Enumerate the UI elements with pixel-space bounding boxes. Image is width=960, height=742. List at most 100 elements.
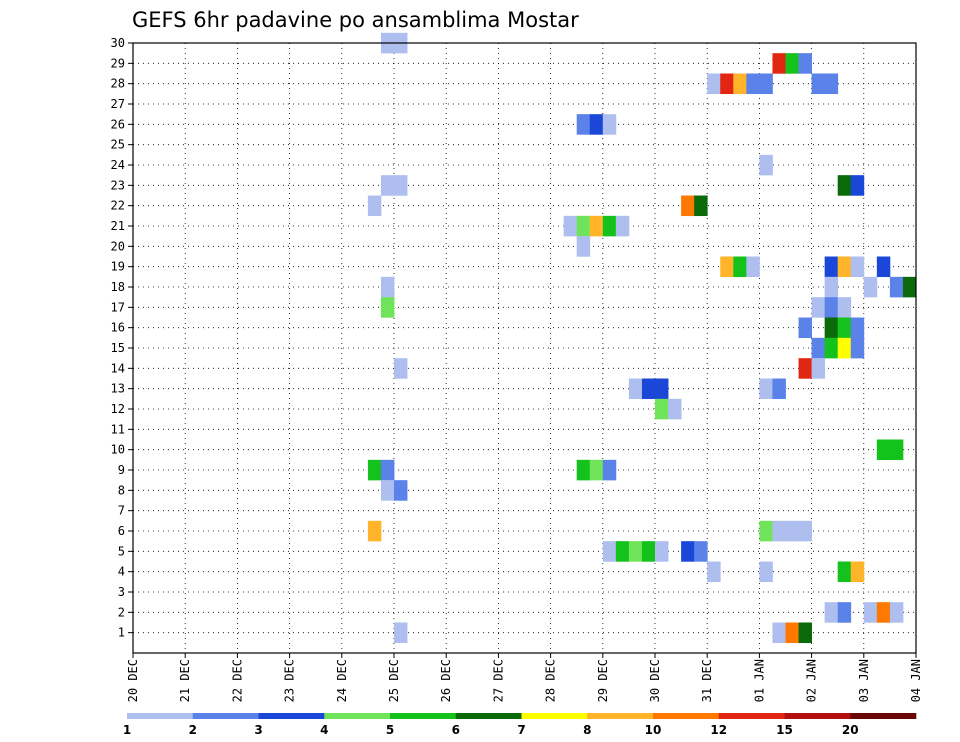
precip-cell [876,439,891,461]
precip-cell [811,358,826,379]
precip-cell [628,378,643,400]
precip-cell [733,256,747,278]
colorbar: 1 2 3 4 5 6 7 8 10 12 15 20 [123,713,917,737]
precip-cell [811,337,826,359]
x-tick-label: 02 JAN [805,659,819,702]
x-tick-label: 27 DEC [491,659,505,702]
precip-cell [707,561,721,583]
precip-cell [380,297,395,318]
precip-cell [380,480,395,501]
precip-cell [811,297,826,318]
precip-cell [563,215,578,237]
colorbar-label: 2 [189,723,197,737]
precip-cell [380,276,395,298]
precip-cell [863,602,878,623]
colorbar-swatch [258,713,325,719]
precip-cell [863,276,878,298]
precip-cell [615,215,630,237]
y-tick-label: 16 [111,321,125,335]
precip-cell [759,154,773,176]
precip-cell [759,378,773,400]
precip-cell [759,561,773,583]
colorbar-label: 7 [517,723,525,737]
precip-cell [785,520,799,542]
x-tick-label: 01 JAN [752,659,766,702]
colorbar-swatch [192,713,259,719]
precip-cell [876,602,891,623]
y-tick-label: 21 [111,219,125,233]
colorbar-swatch [455,713,522,719]
y-tick-label: 23 [111,178,125,192]
y-tick-label: 18 [111,280,125,294]
colorbar-label: 5 [386,723,394,737]
x-tick-label: 28 DEC [544,659,558,702]
precip-cell [380,175,395,196]
precip-cell [824,297,839,318]
precip-cell [811,73,826,95]
precip-cell [824,337,839,359]
precip-cell [641,541,656,562]
colorbar-swatch [390,713,457,719]
precip-cell [746,256,760,278]
colorbar-swatch [587,713,654,719]
precip-cell [668,398,682,420]
precip-cell [798,53,812,74]
y-tick-label: 6 [118,524,125,538]
precip-cell [850,256,865,278]
precip-cell [785,53,799,74]
precip-cell [615,541,630,562]
precip-cell [733,73,747,95]
y-tick-label: 24 [111,158,125,172]
precip-cell [576,215,591,237]
precip-cell [576,236,591,257]
precip-cell [589,114,604,135]
precip-cell [655,378,669,400]
precip-cell [772,378,786,400]
precip-cell [367,195,382,217]
precip-cell [694,541,708,562]
precip-cell [837,561,852,583]
x-tick-label: 04 JAN [909,659,923,702]
y-tick-label: 15 [111,341,125,355]
colorbar-swatch [521,713,588,719]
colorbar-label: 20 [842,723,859,737]
precip-cell [380,459,395,481]
precip-cell [850,317,865,339]
y-tick-label: 17 [111,300,125,314]
precip-cell [837,297,852,318]
x-tick-label: 25 DEC [387,659,401,702]
precip-cell [785,622,799,644]
precip-cell [367,459,382,481]
y-tick-label: 30 [111,36,125,50]
y-tick-label: 22 [111,199,125,213]
colorbar-swatch [324,713,391,719]
y-tick-label: 1 [118,626,125,640]
precip-cell [602,541,617,562]
colorbar-label: 8 [583,723,591,737]
precip-cell [889,439,904,461]
colorbar-swatch [718,713,785,719]
y-tick-label: 11 [111,422,125,436]
precip-cell [681,541,695,562]
grid-lines [133,43,916,653]
y-tick-label: 27 [111,97,125,111]
precip-cell [602,114,617,135]
precip-cell [367,520,382,542]
precip-cell [798,520,812,542]
precip-cell [824,73,839,95]
precip-cell [850,561,865,583]
precip-cell [889,602,904,623]
precip-cell [772,622,786,644]
y-tick-label: 10 [111,443,125,457]
y-tick-label: 14 [111,361,125,375]
precip-cell [394,480,408,501]
precip-cell [394,622,408,644]
precip-cell [394,175,408,196]
colorbar-label: 6 [452,723,460,737]
precip-cell [837,256,852,278]
y-tick-label: 3 [118,585,125,599]
colorbar-swatch [653,713,720,719]
precip-cell [602,215,617,237]
colorbar-swatch [850,713,917,719]
